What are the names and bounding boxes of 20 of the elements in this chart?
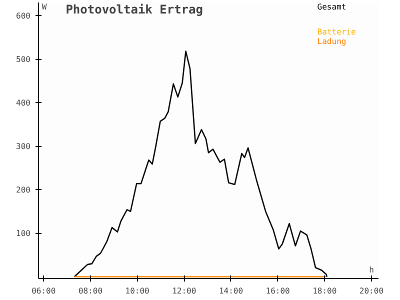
x-tick-label: 06:00 <box>32 286 56 296</box>
text: Ladung <box>317 37 346 46</box>
x-axis-title: h <box>369 266 374 274</box>
y-tick-label: 100 <box>16 229 31 238</box>
y-axis-title: W <box>42 2 47 12</box>
text: Gesamt <box>317 2 346 12</box>
legend-label: Batterie <box>317 27 356 36</box>
x-tick-label: 20:00 <box>359 286 384 296</box>
x-tick-label: 18:00 <box>312 286 337 296</box>
x-tick-label: 14:00 <box>218 286 244 296</box>
y-tick-label: 200 <box>16 186 31 195</box>
chart-title: Photovoltaik Ertrag <box>66 2 203 16</box>
x-tick-label: 16:00 <box>266 286 290 296</box>
x-tick-label: 12:00 <box>172 286 196 296</box>
x-tick-label: 08:00 <box>78 286 103 296</box>
x-tick-label: 10:00 <box>125 286 150 296</box>
y-tick-label: 500 <box>16 55 31 64</box>
y-tick-label: 400 <box>16 98 31 108</box>
y-tick-label: 300 <box>16 142 31 152</box>
y-tick-label: 600 <box>16 12 31 21</box>
